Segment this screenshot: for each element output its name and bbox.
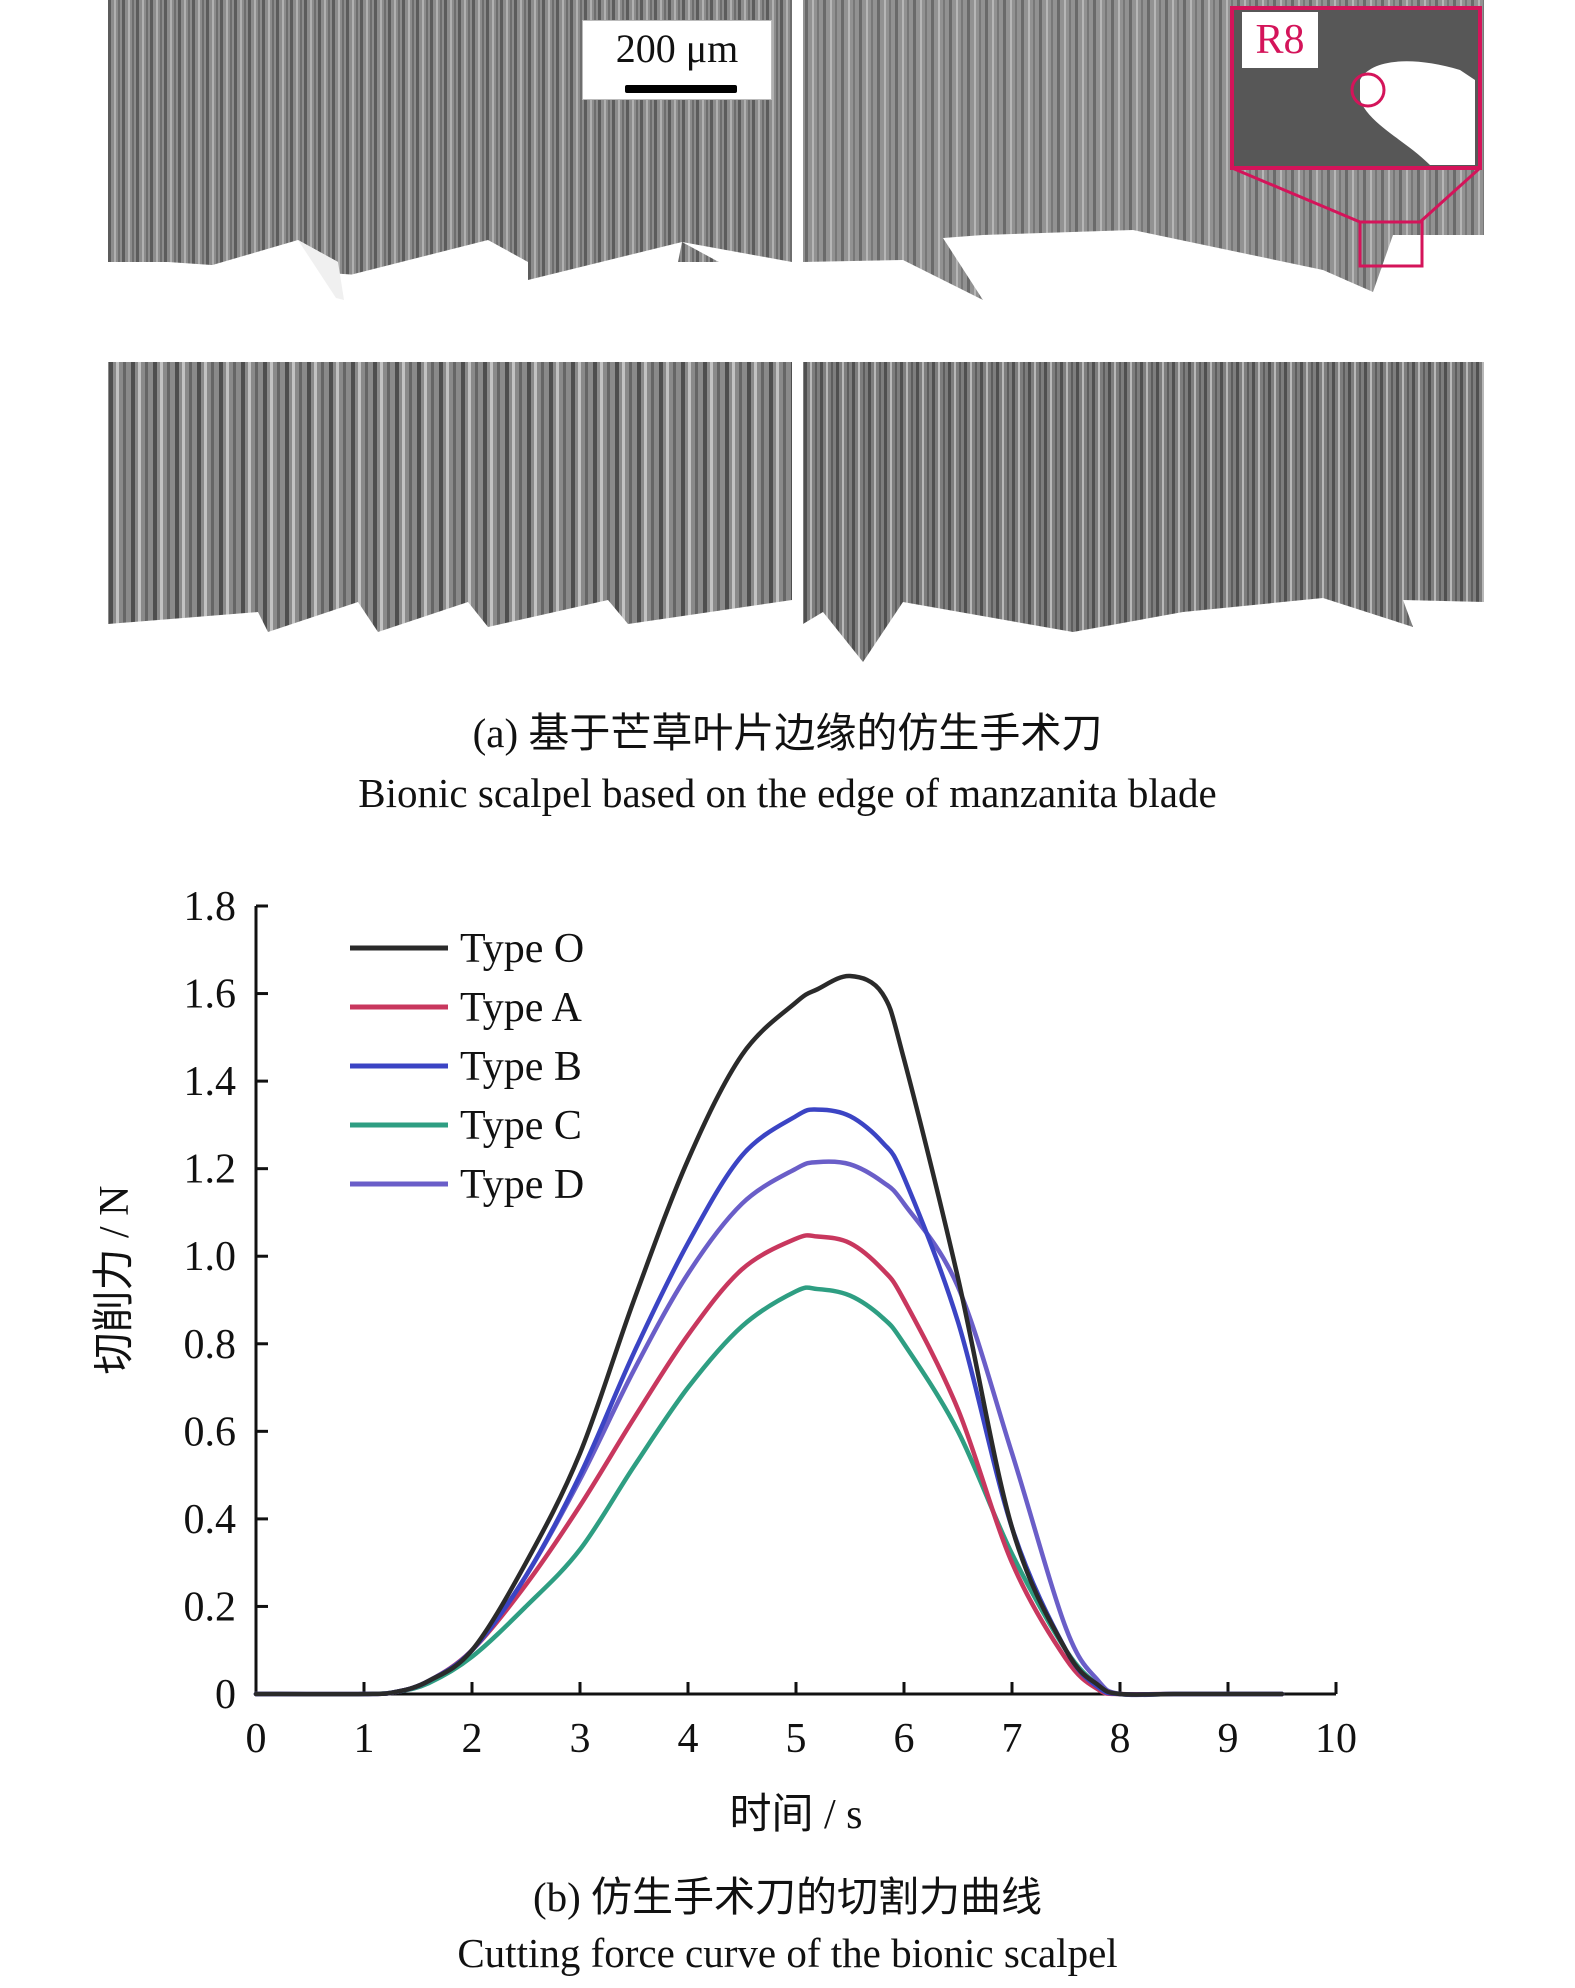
series-line-type-d: [253, 1159, 1285, 1698]
x-tick-label: 3: [570, 1716, 591, 1762]
y-tick-label: 0: [215, 1672, 236, 1718]
micrograph-panel-type-d: [803, 362, 1484, 662]
y-tick-label: 1.2: [184, 1147, 237, 1193]
y-tick-label: 1.6: [184, 972, 237, 1018]
x-axis-title: 时间 / s: [729, 1792, 862, 1838]
y-axis-title: 切削力 / N: [92, 1185, 138, 1374]
cutting-force-chart: 0 1 2 3 4 5 6 7 8 9 10 0 0.2 0.4 0.6 0.8 1.0 1.2 1.4 1.6 1.8…: [92, 884, 1358, 1838]
caption-b-zh: (b) 仿生手术刀的切割力曲线: [532, 1874, 1043, 1920]
scale-bar-label: 200 μm: [615, 26, 739, 71]
x-tick-label: 4: [678, 1716, 699, 1762]
y-tick-label: 0.8: [184, 1322, 237, 1368]
caption-b-en: Cutting force curve of the bionic scalpe…: [457, 1930, 1118, 1976]
y-tick-label: 1.4: [184, 1059, 237, 1105]
series-line-type-o: [253, 973, 1285, 1697]
inset-label: R8: [1242, 12, 1318, 68]
scale-bar-box: 200 μm: [582, 20, 772, 100]
y-tick-label: 0.6: [184, 1409, 237, 1455]
legend-label-type-d: Type D: [460, 1162, 584, 1208]
caption-a-en: Bionic scalpel based on the edge of manz…: [358, 770, 1217, 816]
x-tick-label: 6: [894, 1716, 915, 1762]
series-line-type-b: [253, 1107, 1285, 1697]
y-tick-label: 1.0: [184, 1234, 237, 1280]
series-line-type-c: [253, 1285, 1285, 1697]
chart-series-layer: [253, 973, 1285, 1698]
x-tick-label: 7: [1002, 1716, 1023, 1762]
chart-legend: Type O Type A Type B Type C Type D: [350, 926, 584, 1208]
inset-zoom-overlay: [1230, 6, 1482, 268]
x-tick-label: 1: [354, 1716, 375, 1762]
y-tick-label: 0.4: [184, 1497, 237, 1543]
x-tick-label: 0: [246, 1716, 267, 1762]
y-tick-label: 0.2: [184, 1584, 237, 1630]
scale-bar: [625, 85, 737, 93]
x-tick-label: 10: [1315, 1716, 1357, 1762]
legend-label-type-o: Type O: [460, 926, 584, 972]
legend-label-type-a: Type A: [460, 985, 583, 1031]
legend-label-type-c: Type C: [460, 1103, 582, 1149]
x-tick-label: 5: [786, 1716, 807, 1762]
micrograph-panel-type-b-c: [108, 362, 792, 662]
x-tick-label: 2: [462, 1716, 483, 1762]
x-tick-label: 8: [1110, 1716, 1131, 1762]
legend-label-type-b: Type B: [460, 1044, 582, 1090]
chart-axes: 0 1 2 3 4 5 6 7 8 9 10 0 0.2 0.4 0.6 0.8 1.0 1.2 1.4 1.6 1.8: [184, 884, 1358, 1762]
caption-a-zh: (a) 基于芒草叶片边缘的仿生手术刀: [472, 710, 1103, 756]
y-tick-label: 1.8: [184, 884, 237, 930]
x-tick-label: 9: [1218, 1716, 1239, 1762]
